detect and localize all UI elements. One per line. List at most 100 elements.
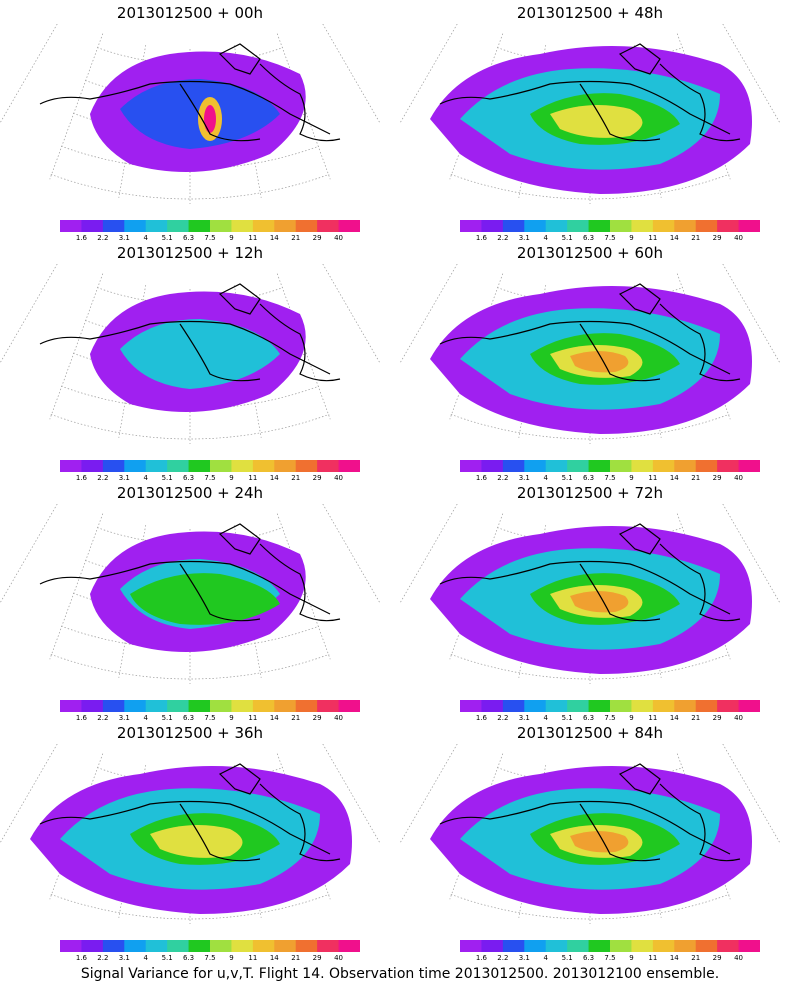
colorbar-swatch xyxy=(231,700,254,712)
colorbar-swatch xyxy=(231,220,254,232)
colorbar-label: 2.2 xyxy=(97,474,109,482)
colorbar-label: 6.3 xyxy=(182,234,195,242)
colorbar-swatch xyxy=(274,460,297,472)
colorbar-swatch xyxy=(588,940,611,952)
colorbar-label: 11 xyxy=(248,954,258,962)
colorbar-label: 21 xyxy=(291,234,301,242)
colorbar xyxy=(60,940,360,952)
colorbar-label: 40 xyxy=(734,474,744,482)
colorbar-label: 9 xyxy=(629,474,634,482)
colorbar-swatch xyxy=(274,700,297,712)
colorbar-swatch xyxy=(338,700,360,712)
colorbar-label: 7.5 xyxy=(604,954,616,962)
map-panel: 2013012500 + 48h 1.6 2.2 3.1 4 5.1 6.3 7.5 9 11 14… xyxy=(400,0,780,242)
colorbar-swatch xyxy=(167,700,190,712)
colorbar-label: 6.3 xyxy=(582,234,595,242)
colorbar-swatch xyxy=(124,940,147,952)
colorbar-label: 21 xyxy=(291,954,301,962)
colorbar-label: 1.6 xyxy=(475,954,487,962)
colorbar-swatch xyxy=(738,700,760,712)
colorbar-label: 2.2 xyxy=(97,714,109,722)
colorbar-swatch xyxy=(524,700,547,712)
colorbar-swatch xyxy=(252,700,275,712)
colorbar-swatch xyxy=(695,460,718,472)
polar-map xyxy=(400,264,780,444)
colorbar-swatch xyxy=(167,940,190,952)
colorbar-swatch xyxy=(502,460,525,472)
map-panel: 2013012500 + 36h 1.6 2.2 3.1 4 5.1 6.3 7.5 9 11 14… xyxy=(0,720,380,962)
colorbar-swatch xyxy=(338,220,360,232)
colorbar-swatch xyxy=(652,940,675,952)
colorbar-swatch xyxy=(295,460,318,472)
colorbar-label: 7.5 xyxy=(204,474,216,482)
map-panel: 2013012500 + 00h 1.6 2.2 3.1 4 5.1 6.3 7.5 9 11 14… xyxy=(0,0,380,242)
polar-map xyxy=(400,504,780,684)
colorbar-label: 14 xyxy=(669,954,679,962)
colorbar-label: 21 xyxy=(691,474,701,482)
colorbar-label: 4 xyxy=(143,234,148,242)
colorbar-swatch xyxy=(295,220,318,232)
colorbar-label: 7.5 xyxy=(204,234,216,242)
colorbar-label: 1.6 xyxy=(75,954,87,962)
colorbar-label: 3.1 xyxy=(118,474,130,482)
panel-title: 2013012500 + 72h xyxy=(516,484,664,502)
colorbar-label: 14 xyxy=(669,234,679,242)
colorbar-swatch xyxy=(524,460,547,472)
colorbar-swatch xyxy=(674,700,697,712)
colorbar-swatch xyxy=(652,220,675,232)
colorbar-swatch xyxy=(145,940,168,952)
colorbar-label: 4 xyxy=(543,234,548,242)
colorbar-swatch xyxy=(631,220,654,232)
colorbar-label: 40 xyxy=(334,954,344,962)
colorbar-swatch xyxy=(252,940,275,952)
colorbar-label: 7.5 xyxy=(604,714,616,722)
colorbar-swatch xyxy=(210,700,232,712)
colorbar-swatch xyxy=(338,940,360,952)
colorbar-swatch xyxy=(60,700,82,712)
panel-title: 2013012500 + 60h xyxy=(516,244,664,262)
colorbar-label: 14 xyxy=(269,714,279,722)
colorbar-labels: 1.6 2.2 3.1 4 5.1 6.3 7.5 9 11 14 21 29 40 xyxy=(60,954,360,964)
colorbar-swatch xyxy=(588,460,611,472)
colorbar-swatch xyxy=(231,460,254,472)
colorbar-label: 5.1 xyxy=(561,474,573,482)
colorbar-swatch xyxy=(588,700,611,712)
colorbar-label: 3.1 xyxy=(518,234,530,242)
colorbar-swatch xyxy=(610,940,632,952)
colorbar-label: 2.2 xyxy=(497,474,509,482)
colorbar-swatch xyxy=(631,700,654,712)
colorbar-swatch xyxy=(102,700,125,712)
colorbar-label: 11 xyxy=(248,714,258,722)
map-panel: 2013012500 + 84h 1.6 2.2 3.1 4 5.1 6.3 7.5 9 11 14… xyxy=(400,720,780,962)
map-panel: 2013012500 + 60h 1.6 2.2 3.1 4 5.1 6.3 7.5 9 11 14… xyxy=(400,240,780,482)
colorbar-label: 9 xyxy=(229,234,234,242)
colorbar-swatch xyxy=(631,940,654,952)
colorbar-label: 1.6 xyxy=(475,714,487,722)
colorbar-label: 40 xyxy=(734,954,744,962)
colorbar-label: 4 xyxy=(143,954,148,962)
colorbar-label: 3.1 xyxy=(118,234,130,242)
colorbar-label: 5.1 xyxy=(561,954,573,962)
colorbar-swatch xyxy=(145,220,168,232)
colorbar-labels: 1.6 2.2 3.1 4 5.1 6.3 7.5 9 11 14 21 29 40 xyxy=(460,714,760,724)
colorbar-label: 1.6 xyxy=(75,714,87,722)
colorbar-label: 40 xyxy=(334,474,344,482)
colorbar-label: 11 xyxy=(648,714,658,722)
colorbar-label: 6.3 xyxy=(182,954,195,962)
colorbar-swatch xyxy=(167,220,190,232)
colorbar-label: 1.6 xyxy=(475,234,487,242)
colorbar-labels: 1.6 2.2 3.1 4 5.1 6.3 7.5 9 11 14 21 29 40 xyxy=(460,954,760,964)
colorbar-swatch xyxy=(124,460,147,472)
colorbar-swatch xyxy=(188,220,211,232)
colorbar-label: 21 xyxy=(291,714,301,722)
colorbar-label: 7.5 xyxy=(204,714,216,722)
colorbar-label: 29 xyxy=(712,234,722,242)
colorbar-swatch xyxy=(545,700,568,712)
colorbar-swatch xyxy=(460,220,482,232)
colorbar-swatch xyxy=(502,220,525,232)
colorbar-swatch xyxy=(610,700,632,712)
colorbar-label: 6.3 xyxy=(582,474,595,482)
colorbar-label: 40 xyxy=(334,714,344,722)
polar-map xyxy=(0,24,380,204)
colorbar-swatch xyxy=(481,700,504,712)
